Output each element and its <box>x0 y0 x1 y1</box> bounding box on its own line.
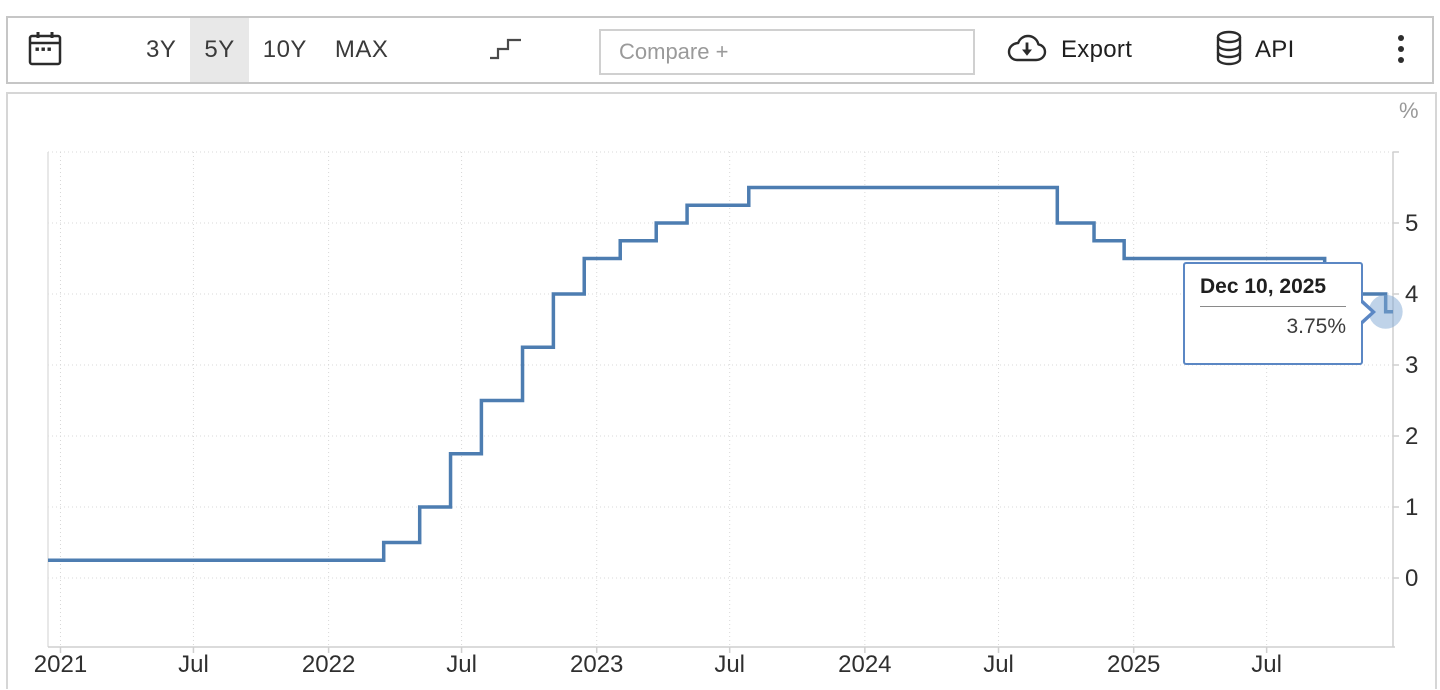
range-button-3y[interactable]: 3Y <box>132 18 190 82</box>
x-axis-label: Jul <box>714 651 745 678</box>
x-axis-label: 2023 <box>570 651 623 678</box>
tooltip-date: Dec 10, 2025 <box>1200 275 1327 298</box>
x-axis-label: Jul <box>446 651 477 678</box>
y-axis-label: 4 <box>1405 281 1418 308</box>
y-axis-label: 5 <box>1405 210 1418 237</box>
y-axis-label: 0 <box>1405 565 1418 592</box>
y-axis-label: 1 <box>1405 494 1418 521</box>
tooltip-value: 3.75% <box>1286 315 1346 338</box>
x-axis-label: Jul <box>178 651 209 678</box>
range-button-5y[interactable]: 5Y <box>190 18 249 82</box>
y-axis-unit-label: % <box>1399 98 1419 123</box>
menu-button[interactable] <box>1397 29 1405 72</box>
range-button-max[interactable]: MAX <box>321 18 403 82</box>
chart-panel: 2021 Jul 2022 Jul 2023 Jul 2024 Jul 2025 Jul 0 1 2 3 4… <box>6 92 1437 689</box>
calendar-button[interactable] <box>27 29 63 72</box>
x-axis-label: 2021 <box>34 651 87 678</box>
step-line-icon <box>489 38 523 63</box>
x-axis-label: 2025 <box>1107 651 1160 678</box>
chart-type-button[interactable] <box>489 38 523 63</box>
range-button-group: 3Y 5Y 10Y MAX <box>132 18 402 82</box>
x-axis-label: Jul <box>1251 651 1282 678</box>
y-axis-label: 3 <box>1405 352 1418 379</box>
x-axis-label: 2024 <box>838 651 891 678</box>
last-point-marker <box>1368 294 1403 329</box>
api-label: API <box>1255 36 1295 63</box>
database-icon <box>1215 30 1243 70</box>
api-button[interactable]: API <box>1215 30 1295 70</box>
chart-tooltip: Dec 10, 2025 3.75% <box>1183 262 1376 365</box>
range-button-10y[interactable]: 10Y <box>249 18 321 82</box>
export-button[interactable]: Export <box>1005 33 1132 68</box>
compare-input[interactable] <box>599 29 975 75</box>
x-axis-label: Jul <box>983 651 1014 678</box>
step-line <box>48 185 1393 562</box>
x-axis-label: 2022 <box>302 651 355 678</box>
export-label: Export <box>1061 36 1133 63</box>
y-axis-label: 2 <box>1405 423 1418 450</box>
step-chart: 2021 Jul 2022 Jul 2023 Jul 2024 Jul 2025 Jul 0 1 2 3 4… <box>34 98 1419 678</box>
tooltip-divider <box>1200 306 1346 307</box>
cloud-download-icon <box>1005 33 1049 68</box>
kebab-menu-icon <box>1397 29 1405 72</box>
calendar-icon <box>27 29 63 72</box>
